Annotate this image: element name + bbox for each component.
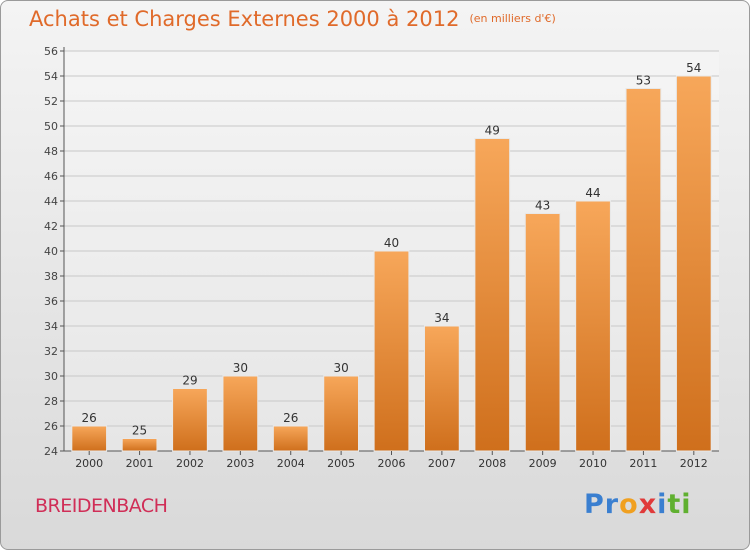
bar bbox=[272, 425, 309, 452]
data-label: 26 bbox=[283, 411, 298, 425]
y-tick-label: 52 bbox=[44, 95, 58, 108]
bar bbox=[71, 425, 108, 452]
data-label: 34 bbox=[434, 311, 449, 325]
y-tick-label: 34 bbox=[44, 320, 58, 333]
commune-name: BREIDENBACH bbox=[35, 495, 168, 517]
y-tick-label: 42 bbox=[44, 220, 58, 233]
x-tick-label: 2007 bbox=[428, 457, 456, 470]
y-tick-label: 50 bbox=[44, 120, 58, 133]
logo-letter: x bbox=[638, 489, 658, 520]
chart-title: Achats et Charges Externes 2000 à 2012 (e… bbox=[29, 7, 556, 31]
x-tick-label: 2012 bbox=[680, 457, 708, 470]
logo-letter: i bbox=[681, 489, 692, 520]
data-label: 40 bbox=[384, 236, 399, 250]
bar bbox=[323, 375, 359, 452]
x-tick-label: 2005 bbox=[327, 457, 355, 470]
chart-title-text: Achats et Charges Externes 2000 à 2012 bbox=[29, 7, 460, 31]
y-tick-label: 26 bbox=[44, 420, 58, 433]
logo-letter: P bbox=[584, 489, 605, 520]
y-tick-label: 46 bbox=[44, 170, 58, 183]
data-label: 29 bbox=[182, 374, 197, 388]
data-label: 53 bbox=[636, 74, 651, 88]
data-label: 49 bbox=[485, 124, 500, 138]
x-tick-label: 2000 bbox=[75, 457, 103, 470]
y-tick-label: 32 bbox=[44, 345, 58, 358]
y-tick-label: 24 bbox=[44, 445, 58, 458]
bar bbox=[121, 438, 158, 452]
bar bbox=[575, 200, 611, 452]
data-label: 30 bbox=[233, 361, 248, 375]
x-tick-label: 2001 bbox=[126, 457, 154, 470]
x-tick-label: 2003 bbox=[226, 457, 254, 470]
data-label: 25 bbox=[132, 424, 147, 438]
chart-subtitle: (en milliers d'€) bbox=[469, 12, 556, 25]
x-tick-label: 2009 bbox=[529, 457, 557, 470]
bar bbox=[222, 375, 259, 452]
y-tick-label: 56 bbox=[44, 45, 58, 58]
y-tick-label: 36 bbox=[44, 295, 58, 308]
y-tick-label: 44 bbox=[44, 195, 58, 208]
bar bbox=[424, 325, 460, 452]
x-tick-label: 2004 bbox=[277, 457, 305, 470]
x-tick-label: 2006 bbox=[378, 457, 406, 470]
x-tick-label: 2010 bbox=[579, 457, 607, 470]
y-tick-label: 48 bbox=[44, 145, 58, 158]
y-tick-label: 28 bbox=[44, 395, 58, 408]
y-tick-label: 40 bbox=[44, 245, 58, 258]
logo-letter: r bbox=[604, 489, 620, 520]
y-tick-label: 54 bbox=[44, 70, 58, 83]
bar bbox=[675, 75, 712, 452]
proxiti-logo: Proxiti bbox=[584, 489, 692, 520]
data-label: 44 bbox=[585, 186, 600, 200]
bar bbox=[172, 388, 208, 452]
data-label: 26 bbox=[82, 411, 97, 425]
logo-letter: t bbox=[667, 489, 682, 520]
logo-letter: i bbox=[657, 489, 668, 520]
bar bbox=[625, 88, 662, 452]
bar bbox=[474, 138, 511, 452]
bar bbox=[373, 250, 410, 452]
logo-letter: o bbox=[619, 489, 639, 520]
bar bbox=[524, 213, 561, 452]
data-label: 30 bbox=[333, 361, 348, 375]
y-tick-label: 30 bbox=[44, 370, 58, 383]
y-tick-label: 38 bbox=[44, 270, 58, 283]
x-tick-label: 2008 bbox=[478, 457, 506, 470]
x-tick-label: 2011 bbox=[629, 457, 657, 470]
data-label: 43 bbox=[535, 199, 550, 213]
data-label: 54 bbox=[686, 61, 701, 75]
x-tick-label: 2002 bbox=[176, 457, 204, 470]
